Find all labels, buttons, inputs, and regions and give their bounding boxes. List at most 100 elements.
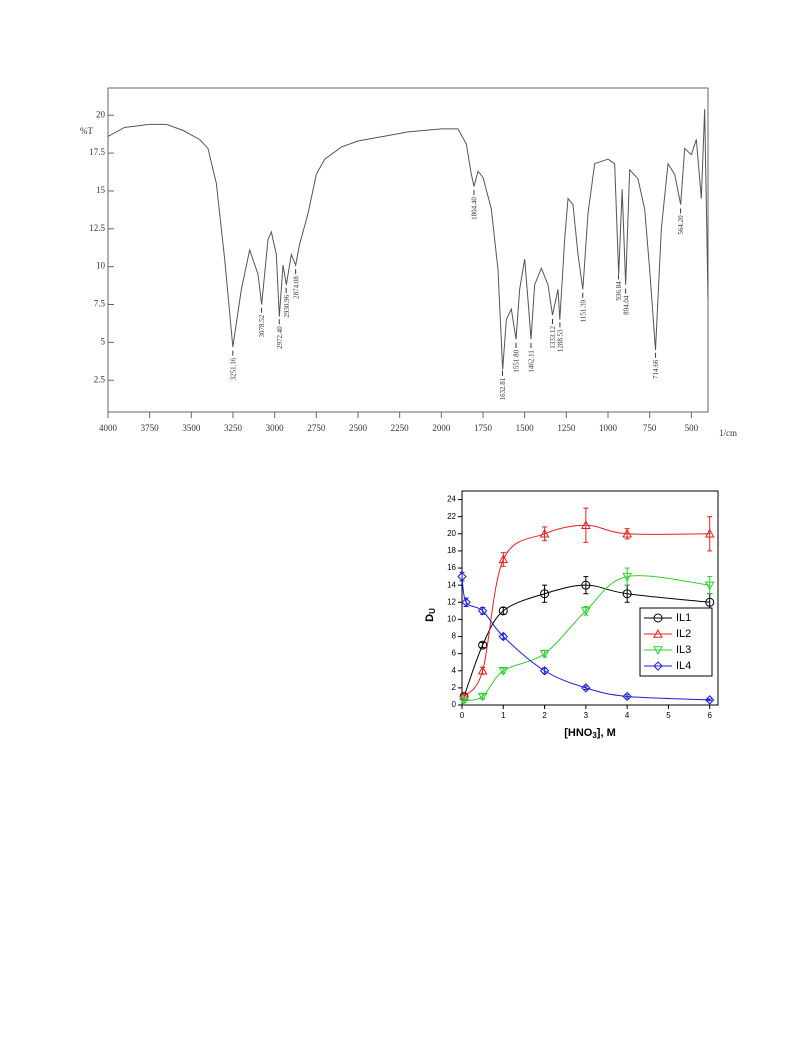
marker [477,692,488,702]
peak-label: 3078.52 [258,314,266,337]
x-tick-label: 2000 [432,423,451,433]
y-tick-label: 10 [447,615,456,624]
x-tick-label: 3250 [224,423,243,433]
peak-label: 1632.81 [499,377,507,400]
y-tick-label: 16 [447,563,456,572]
y-tick-label: 8 [452,632,457,641]
x-label-part: [HNO [564,727,593,739]
marker [477,606,488,616]
x-tick-label: 5 [666,711,671,720]
y-tick-label: 2.5 [94,374,106,384]
peak-label: 564.20 [677,215,685,235]
marker [478,640,488,650]
distribution-chart: DU [HNO3], M 0 1 2 3 4 5 602468101214161820222… [424,490,719,740]
y-tick-label: 12 [447,597,456,606]
marker [539,666,550,676]
x-tick-label: 1 [501,711,506,720]
y-tick-label: 12.5 [89,223,105,233]
x-tick-label: 2500 [349,423,368,433]
spectrum-line [107,109,709,370]
y-tick-label: 7.5 [94,299,106,309]
x-tick-label: 4000 [99,423,118,433]
marker [498,667,509,676]
x-tick-label: 3 [584,711,589,720]
y-tick-label: 17.5 [89,147,105,157]
peak-label: 1551.80 [513,349,521,372]
x-axis-label: [HNO3], M [564,727,616,740]
legend-label: IL1 [676,612,691,624]
x-axis-unit: 1/cm [719,428,737,438]
x-tick-label: 6 [708,711,713,720]
y-tick-label: 14 [447,580,456,589]
x-label-sub: 3 [592,731,597,740]
y-label-main: D [424,614,436,622]
x-tick-label: 1000 [599,423,618,433]
y-tick-label: 20 [96,109,106,119]
peak-label: 1151.39 [579,299,587,322]
plot-frame [461,490,719,706]
peak-label: 2874.08 [292,276,300,299]
marker [622,589,632,599]
peak-label: 1288.53 [557,329,565,352]
x-tick-label: 0 [460,711,465,720]
y-tick-label: 6 [452,649,457,658]
x-label-part: ], M [597,727,616,739]
legend-marker [653,661,663,671]
marker [540,589,550,599]
marker [581,520,591,529]
legend-box [639,607,713,677]
marker [622,572,633,582]
y-tick-label: 15 [96,185,106,195]
marker [461,597,471,607]
y-axis-label: DU [424,608,437,622]
marker [622,691,632,702]
x-tick-label: 2750 [307,423,326,433]
peak-label: 3251.16 [229,357,237,380]
legend-marker [653,646,663,656]
marker [704,528,715,538]
marker [622,528,633,538]
x-tick-label: 2 [542,711,547,720]
peak-label: 714.66 [652,359,660,379]
legend-label: IL4 [676,660,691,672]
y-label-sub: U [428,608,437,614]
x-tick-label: 500 [685,423,699,433]
peak-label: 1804.40 [471,197,479,220]
y-tick-label: 4 [452,666,457,675]
marker [498,554,509,564]
y-tick-label: 0 [452,700,457,709]
x-tick-label: 3000 [266,423,285,433]
y-tick-label: 10 [96,261,106,271]
x-tick-label: 1750 [474,423,493,433]
y-tick-label: 18 [447,546,456,555]
peak-label: 1333.12 [549,325,557,348]
peak-label: 1462.11 [528,350,536,373]
legend-marker [653,628,663,638]
x-tick-label: 2250 [391,423,410,433]
plot-frame [107,87,709,413]
marker [581,683,591,693]
marker [477,665,488,675]
marker [581,607,591,616]
marker [498,631,508,642]
marker [539,528,550,538]
peak-label: 2972.40 [276,326,284,349]
x-tick-label: 3500 [182,423,201,433]
peak-label: 894.04 [622,295,630,315]
marker [581,580,591,590]
y-axis-label: %T [80,126,93,136]
legend-marker [653,613,663,623]
x-tick-label: 750 [643,423,657,433]
marker [457,571,467,582]
marker [704,581,715,591]
y-tick-label: 24 [447,495,456,504]
x-tick-label: 1250 [557,423,576,433]
marker [459,697,469,706]
legend-label: IL2 [676,628,691,640]
x-tick-label: 3750 [141,423,160,433]
marker [539,649,550,659]
legend-label: IL3 [676,644,691,656]
